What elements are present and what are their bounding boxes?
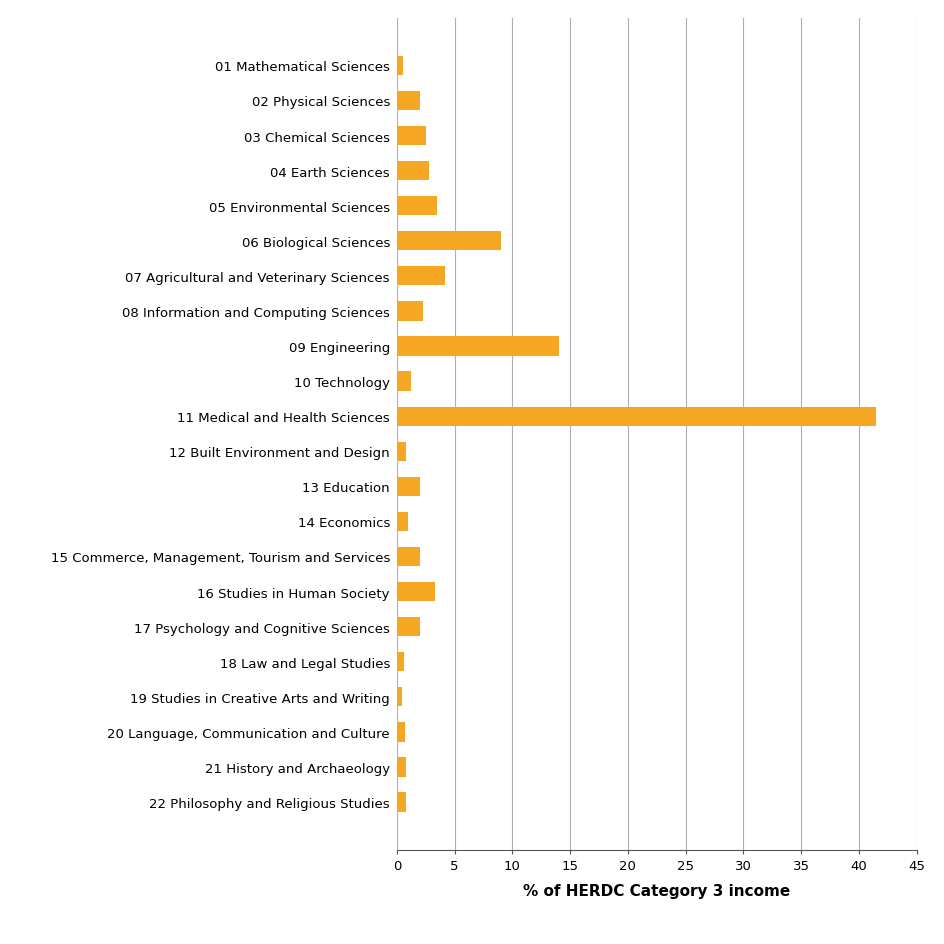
Bar [396,126,426,146]
Bar [396,407,875,427]
Bar [396,232,500,251]
Bar [396,161,429,181]
Bar [396,92,419,111]
Bar [396,582,434,601]
Bar [396,477,419,497]
Bar [396,442,406,462]
Bar [396,652,403,672]
Bar [396,757,406,777]
Bar [396,722,405,742]
Bar [396,617,419,636]
Bar [396,267,445,286]
Bar [396,196,437,216]
Bar [396,57,402,76]
Bar [396,337,558,356]
Bar [396,687,401,707]
Bar [396,513,408,531]
Bar [396,372,411,392]
X-axis label: % of HERDC Category 3 income: % of HERDC Category 3 income [523,883,789,898]
Bar [396,302,423,321]
Bar [396,793,406,812]
Bar [396,548,419,566]
